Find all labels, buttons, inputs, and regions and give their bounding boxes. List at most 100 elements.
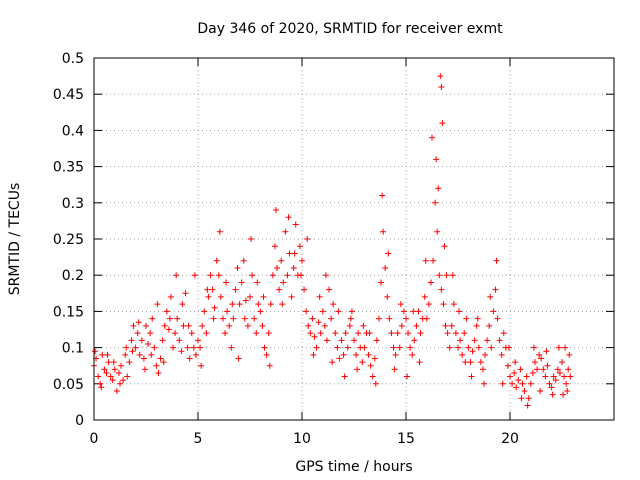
data-point bbox=[496, 337, 503, 344]
data-point bbox=[515, 377, 522, 384]
data-point bbox=[355, 330, 362, 337]
data-point bbox=[286, 250, 293, 257]
data-point bbox=[403, 315, 409, 322]
data-point bbox=[434, 228, 441, 235]
data-point bbox=[439, 120, 446, 127]
data-point bbox=[373, 337, 380, 344]
data-point bbox=[291, 250, 298, 257]
data-point bbox=[174, 315, 181, 322]
data-point bbox=[400, 308, 407, 315]
data-point bbox=[217, 293, 224, 300]
data-point bbox=[123, 344, 130, 351]
data-point bbox=[433, 156, 440, 163]
data-point bbox=[444, 330, 451, 337]
data-point bbox=[195, 337, 201, 344]
data-point bbox=[179, 301, 186, 308]
data-point bbox=[198, 362, 205, 369]
data-point bbox=[249, 272, 256, 279]
data-point bbox=[235, 355, 242, 362]
data-point bbox=[437, 73, 444, 80]
data-point bbox=[534, 366, 541, 373]
data-point bbox=[180, 322, 187, 329]
y-tick-label: 0.05 bbox=[53, 377, 84, 393]
data-point bbox=[346, 322, 353, 329]
tick-labels: 0 0.05 0.1 0.15 0.2 0.25 0.3 0.35 0.4 0.45 0.5 0 5 10… bbox=[53, 51, 519, 447]
data-point bbox=[549, 391, 556, 398]
data-point bbox=[417, 330, 424, 337]
data-point bbox=[498, 351, 505, 358]
data-point bbox=[274, 264, 281, 271]
data-point bbox=[276, 286, 283, 293]
data-point bbox=[361, 344, 368, 351]
data-point bbox=[172, 330, 179, 337]
data-point bbox=[99, 351, 106, 358]
data-point bbox=[450, 301, 457, 308]
y-tick-label: 0.45 bbox=[53, 87, 84, 103]
data-point bbox=[336, 355, 343, 362]
data-point bbox=[398, 322, 405, 329]
data-point bbox=[149, 315, 156, 322]
data-point bbox=[517, 366, 524, 373]
data-point bbox=[537, 388, 544, 395]
data-point bbox=[228, 344, 235, 351]
data-point bbox=[556, 369, 563, 376]
data-point bbox=[410, 308, 417, 315]
data-point bbox=[435, 185, 442, 192]
data-point bbox=[271, 243, 278, 250]
data-point bbox=[384, 293, 391, 300]
data-point bbox=[328, 315, 335, 322]
data-point bbox=[98, 384, 105, 391]
data-point bbox=[120, 377, 127, 384]
data-point bbox=[461, 330, 468, 337]
data-point bbox=[190, 344, 197, 351]
data-point bbox=[122, 351, 129, 358]
data-point bbox=[211, 304, 218, 311]
data-point bbox=[422, 257, 429, 264]
data-point bbox=[531, 359, 538, 366]
data-point bbox=[129, 348, 136, 355]
data-point bbox=[360, 322, 367, 329]
data-point bbox=[479, 366, 486, 373]
data-point bbox=[111, 366, 118, 373]
data-point bbox=[397, 301, 404, 308]
data-point bbox=[323, 337, 330, 344]
data-point bbox=[392, 351, 399, 358]
data-point bbox=[136, 351, 143, 358]
y-tick-label: 0.4 bbox=[62, 123, 84, 139]
y-tick-label: 0.2 bbox=[62, 268, 84, 284]
data-point bbox=[409, 351, 416, 358]
data-point bbox=[113, 388, 120, 395]
data-point bbox=[201, 308, 208, 315]
data-point bbox=[140, 355, 147, 362]
data-point bbox=[394, 330, 401, 337]
data-point bbox=[429, 134, 435, 141]
data-point bbox=[230, 315, 237, 322]
data-point bbox=[292, 221, 299, 228]
data-point bbox=[197, 344, 204, 351]
data-point bbox=[477, 359, 484, 366]
data-point bbox=[226, 322, 233, 329]
data-point bbox=[504, 362, 511, 369]
data-point bbox=[215, 272, 222, 279]
data-point bbox=[382, 264, 389, 271]
data-point bbox=[565, 366, 572, 373]
data-point bbox=[347, 315, 354, 322]
data-point bbox=[192, 351, 199, 358]
data-point bbox=[548, 384, 555, 391]
data-point bbox=[186, 355, 193, 362]
data-point bbox=[351, 337, 357, 344]
data-point bbox=[191, 272, 198, 279]
data-point bbox=[563, 380, 570, 387]
data-point bbox=[524, 402, 531, 409]
data-point bbox=[529, 369, 536, 376]
data-point bbox=[469, 348, 476, 355]
data-point bbox=[442, 322, 449, 329]
data-point bbox=[567, 373, 574, 380]
data-point bbox=[285, 214, 292, 221]
data-point bbox=[540, 366, 547, 373]
data-point bbox=[229, 301, 236, 308]
data-point bbox=[280, 279, 287, 286]
data-point bbox=[128, 337, 135, 344]
data-point bbox=[518, 395, 525, 402]
data-point bbox=[519, 380, 526, 387]
